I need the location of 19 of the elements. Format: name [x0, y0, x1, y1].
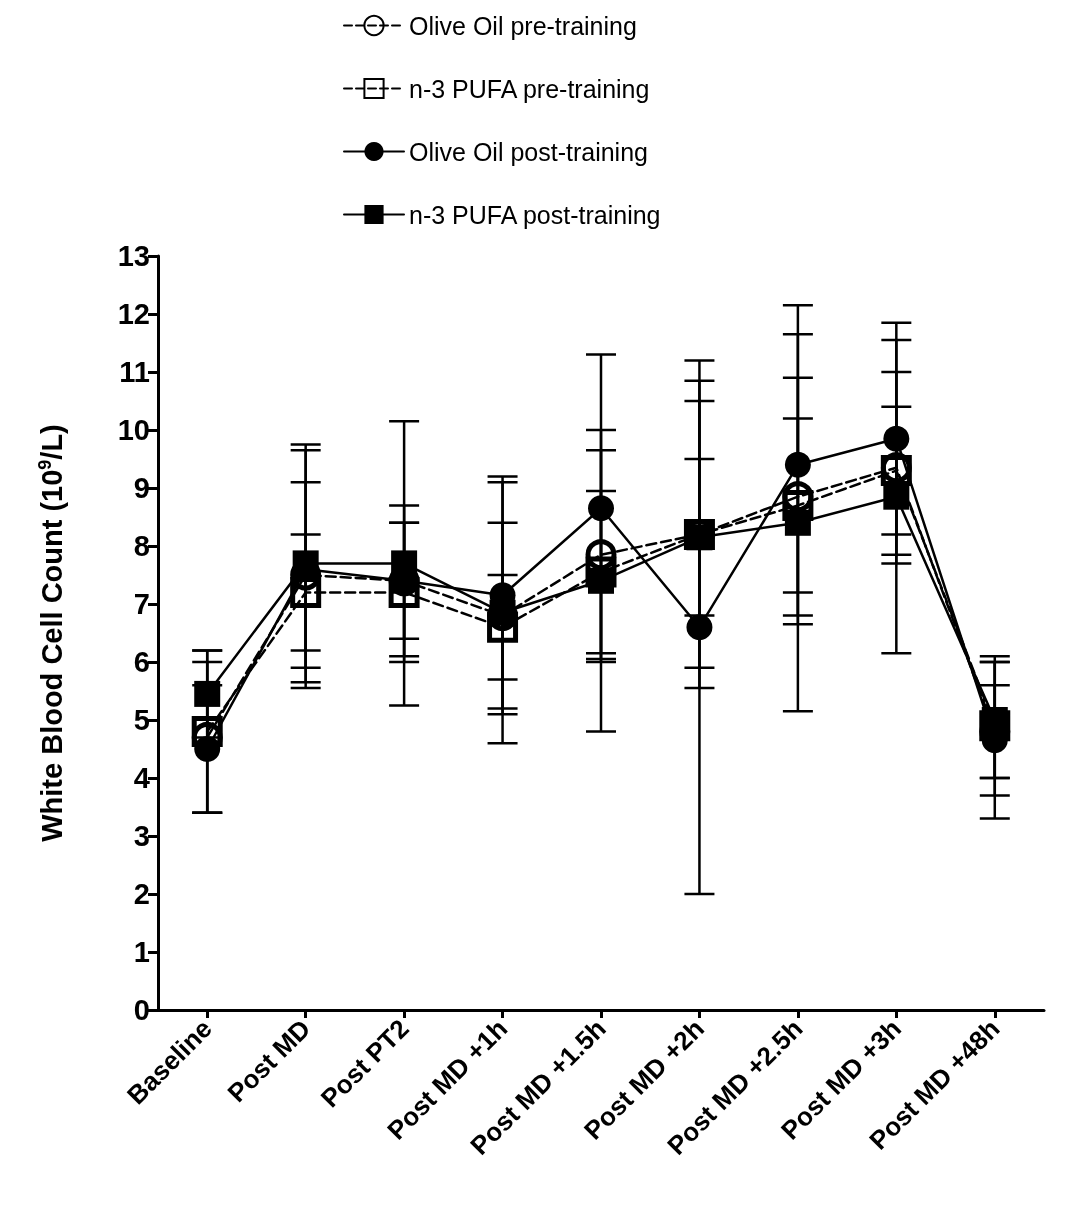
y-tick-label: 2 [133, 878, 150, 910]
y-tick-label: 11 [119, 356, 150, 388]
y-tick-label: 3 [133, 820, 150, 852]
legend-label: n-3 PUFA pre-training [409, 74, 650, 103]
legend-label: n-3 PUFA post-training [409, 200, 661, 229]
y-tick-label: 9 [133, 472, 150, 504]
legend-label: Olive Oil post-training [409, 137, 648, 166]
y-tick-label: 13 [117, 240, 150, 272]
legend-label: Olive Oil pre-training [409, 11, 637, 40]
y-tick-label: 4 [133, 762, 150, 794]
y-tick-label: 0 [133, 994, 150, 1026]
y-tick-label: 5 [133, 704, 150, 736]
y-tick-label: 10 [117, 414, 150, 446]
y-tick-label: 12 [117, 298, 150, 330]
y-axis-title: White Blood Cell Count (109/L) [35, 424, 68, 842]
y-tick-label: 7 [133, 588, 150, 620]
y-tick-label: 8 [133, 530, 150, 562]
y-tick-label: 1 [133, 936, 150, 968]
y-tick-label: 6 [133, 646, 150, 678]
